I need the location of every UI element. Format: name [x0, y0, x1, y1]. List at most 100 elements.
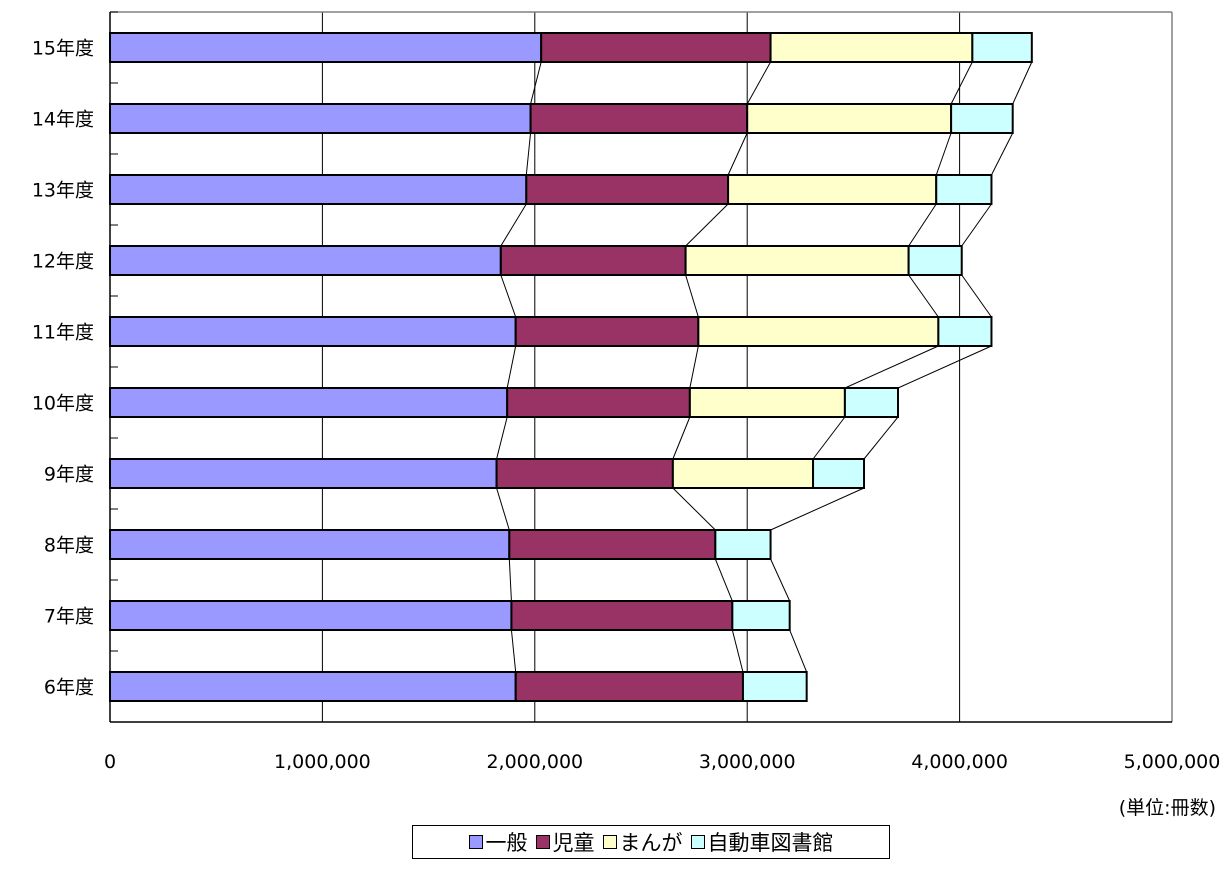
legend: 一般 児童 まんが 自動車図書館: [412, 825, 890, 859]
legend-swatch-2: [602, 835, 617, 849]
series-line-3-1: [991, 132, 1014, 176]
legend-label-2: まんが: [619, 831, 683, 855]
series-line-0-1: [525, 132, 532, 176]
series-line-0-4: [506, 345, 517, 389]
category-label-5: 10年度: [32, 393, 94, 415]
bar-7-3: [714, 529, 772, 560]
series-line-2-3: [908, 274, 939, 318]
x-tick-label-3: 3,000,000: [699, 751, 796, 773]
category-labels: 15年度 14年度 13年度 12年度 11年度 10年度 9年度 8年度 7年度 6年度: [32, 38, 94, 699]
legend-label-0: 一般: [485, 831, 528, 855]
category-label-2: 13年度: [32, 180, 94, 202]
bar-0-2: [769, 32, 974, 63]
series-line-1-3: [685, 274, 699, 318]
series-line-3-3: [961, 274, 992, 318]
x-tick-label-0: 0: [104, 751, 116, 773]
series-line-3-5: [863, 416, 899, 460]
series-line-1-1: [727, 132, 748, 176]
bar-4-0: [109, 316, 517, 347]
bar-9-3: [741, 671, 808, 702]
series-line-3-2: [961, 203, 992, 247]
bar-7-0: [109, 529, 511, 560]
bar-5-2: [688, 387, 846, 418]
series-line-0-0: [530, 61, 542, 105]
category-label-9: 6年度: [44, 677, 94, 699]
bar-1-0: [109, 103, 532, 134]
series-line-3-8: [789, 629, 808, 673]
bar-4-2: [697, 316, 940, 347]
x-tick-label-4: 4,000,000: [911, 751, 1008, 773]
series-line-1-2: [685, 203, 729, 247]
bar-6-0: [109, 458, 498, 489]
series-line-0-3: [500, 274, 517, 318]
stacked-bar-chart: 15年度 14年度 13年度 12年度 11年度 10年度 9年度 8年度 7年度 6年度 0 1,…: [32, 11, 1221, 773]
series-line-0-6: [496, 487, 510, 531]
bar-3-1: [499, 245, 687, 276]
bar-8-1: [510, 600, 734, 631]
series-line-0-8: [510, 629, 517, 673]
series-line-2-0: [950, 61, 973, 105]
bar-1-1: [529, 103, 749, 134]
series-line-1-5: [672, 416, 691, 460]
x-tick-label-2: 2,000,000: [486, 751, 583, 773]
bar-3-2: [684, 245, 910, 276]
bar-2-3: [935, 174, 993, 205]
category-label-8: 7年度: [44, 606, 94, 628]
category-label-7: 8年度: [44, 535, 94, 557]
series-line-0-7: [508, 558, 512, 602]
legend-swatch-1: [535, 835, 550, 849]
bar-2-1: [525, 174, 730, 205]
bar-0-1: [540, 32, 772, 63]
legend-item-3: 自動車図書館: [690, 827, 834, 857]
series-lines: [496, 61, 1033, 673]
series-line-2-4: [844, 345, 939, 389]
legend-item-2: まんが: [602, 827, 683, 857]
bar-0-0: [109, 32, 543, 63]
bar-5-0: [109, 387, 509, 418]
x-tick-label-1: 1,000,000: [274, 751, 371, 773]
bar-5-3: [843, 387, 900, 418]
series-line-1-7: [714, 558, 733, 602]
bars: [109, 32, 1033, 702]
bar-2-2: [727, 174, 938, 205]
legend-swatch-3: [690, 835, 705, 849]
series-line-0-2: [500, 203, 527, 247]
bar-3-0: [109, 245, 502, 276]
bar-9-1: [514, 671, 744, 702]
bar-8-0: [109, 600, 513, 631]
bar-5-1: [506, 387, 691, 418]
category-label-0: 15年度: [32, 38, 94, 60]
bar-8-3: [731, 600, 791, 631]
legend-swatch-0: [468, 835, 483, 849]
bar-4-3: [937, 316, 993, 347]
legend-label-1: 児童: [552, 831, 595, 855]
bar-0-3: [971, 32, 1033, 63]
category-label-6: 9年度: [44, 464, 94, 486]
legend-item-0: 一般: [468, 827, 528, 857]
category-label-3: 12年度: [32, 251, 94, 273]
category-label-4: 11年度: [32, 322, 94, 344]
bar-1-2: [746, 103, 953, 134]
unit-note: (単位:冊数): [1118, 797, 1216, 819]
series-line-1-8: [731, 629, 744, 673]
series-line-3-4: [897, 345, 992, 389]
series-line-3-6: [770, 487, 865, 531]
bar-6-1: [495, 458, 674, 489]
legend-label-3: 自動車図書館: [707, 831, 834, 855]
series-line-1-6: [672, 487, 716, 531]
series-line-2-1: [935, 132, 952, 176]
bar-7-1: [508, 529, 717, 560]
bar-9-0: [109, 671, 517, 702]
bar-1-3: [950, 103, 1014, 134]
x-tick-label-5: 5,000,000: [1124, 751, 1221, 773]
series-line-1-0: [746, 61, 772, 105]
series-line-3-7: [770, 558, 791, 602]
plot-frame: [109, 11, 1173, 723]
category-label-1: 14年度: [32, 109, 94, 131]
bar-6-2: [671, 458, 815, 489]
bar-6-3: [812, 458, 866, 489]
series-line-3-0: [1012, 61, 1033, 105]
bar-2-0: [109, 174, 528, 205]
series-line-2-5: [812, 416, 846, 460]
bar-4-1: [514, 316, 700, 347]
